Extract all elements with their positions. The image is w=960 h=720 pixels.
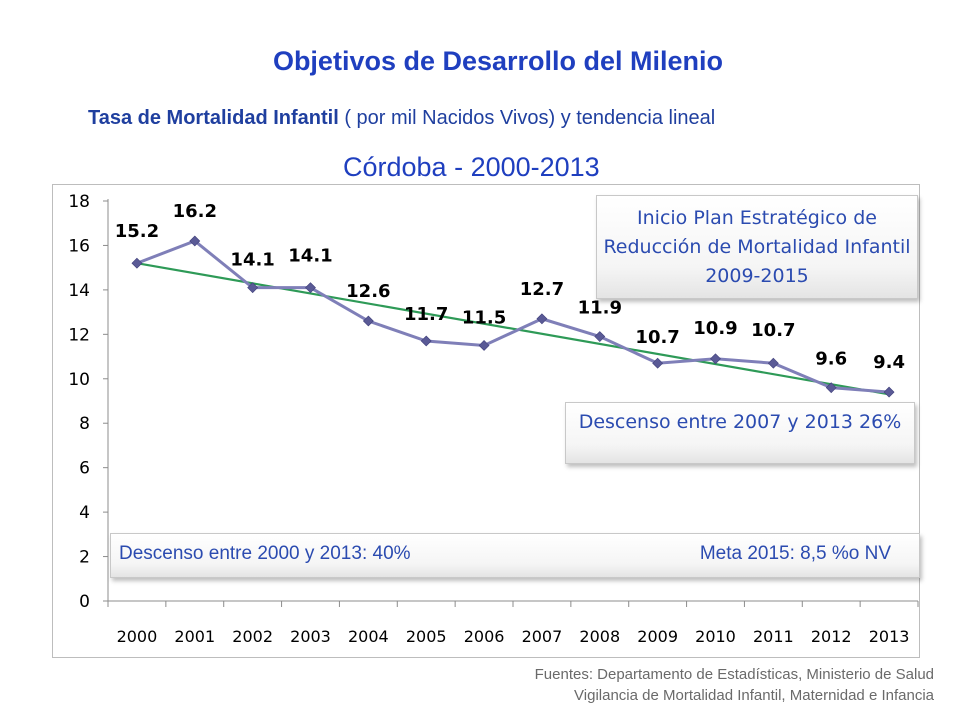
data-label: 10.9 <box>693 318 737 339</box>
x-tick-label: 2008 <box>579 627 620 646</box>
data-point <box>883 386 895 398</box>
summary-callout: Descenso entre 2000 y 2013: 40% Meta 201… <box>110 533 920 578</box>
chart-title: Objetivos de Desarrollo del Milenio <box>272 46 724 76</box>
y-tick-label: 8 <box>79 414 90 434</box>
source-line-1: Fuentes: Departamento de Estadísticas, M… <box>534 666 934 683</box>
y-tick-label: 0 <box>79 592 90 612</box>
chart-subtitle: Tasa de Mortalidad Infantil ( por mil Na… <box>88 107 715 130</box>
subtitle-rest: ( por mil Nacidos Vivos) y tendencia lin… <box>338 107 716 129</box>
data-label: 10.7 <box>751 320 795 341</box>
descent-2007-callout: Descenso entre 2007 y 2013 26% <box>565 402 915 464</box>
x-tick-label: 2006 <box>464 627 505 646</box>
data-point <box>767 357 779 369</box>
plan-callout: Inicio Plan Estratégico de Reducción de … <box>596 195 918 299</box>
data-label: 9.4 <box>873 352 905 373</box>
y-tick-label: 10 <box>68 370 90 390</box>
x-tick-label: 2002 <box>232 627 273 646</box>
data-point <box>652 357 664 369</box>
data-point <box>305 282 316 294</box>
x-tick-label: 2000 <box>117 627 158 646</box>
data-point <box>131 257 143 269</box>
y-tick-label: 14 <box>68 281 90 301</box>
data-point <box>420 335 432 347</box>
sources: Fuentes: Departamento de Estadísticas, M… <box>535 664 934 706</box>
x-tick-label: 2012 <box>811 627 852 646</box>
data-point <box>710 353 721 365</box>
data-point <box>478 340 490 351</box>
data-point <box>247 282 259 294</box>
trend-line <box>136 262 890 396</box>
data-label: 14.1 <box>288 246 332 267</box>
x-tick-label: 2013 <box>869 627 910 646</box>
y-tick-label: 4 <box>79 503 90 523</box>
data-label: 14.1 <box>230 250 274 271</box>
data-label: 9.6 <box>815 349 847 370</box>
x-tick-label: 2011 <box>753 627 794 646</box>
goal-2015-text: Meta 2015: 8,5 %o NV <box>699 543 891 564</box>
data-label: 12.6 <box>346 281 390 302</box>
x-tick-label: 2009 <box>637 627 678 646</box>
subtitle-bold: Tasa de Mortalidad Infantil <box>88 107 339 129</box>
data-point <box>594 331 606 342</box>
data-point <box>362 315 374 327</box>
source-line-2: Vigilancia de Mortalidad Infantil, Mater… <box>574 687 934 704</box>
x-tick-label: 2004 <box>348 627 389 646</box>
x-tick-label: 2001 <box>174 627 215 646</box>
region-label: Córdoba - 2000-2013 <box>343 152 600 182</box>
y-tick-label: 16 <box>68 236 90 256</box>
data-point <box>536 313 548 325</box>
y-tick-label: 18 <box>68 192 90 212</box>
data-label: 11.9 <box>578 298 622 319</box>
y-tick-label: 2 <box>79 548 90 568</box>
x-tick-label: 2003 <box>290 627 331 646</box>
y-tick-label: 6 <box>79 459 90 479</box>
x-tick-label: 2005 <box>406 627 447 646</box>
data-label: 10.7 <box>635 327 679 348</box>
data-point <box>825 382 837 394</box>
x-tick-label: 2007 <box>522 627 563 646</box>
x-tick-label: 2010 <box>695 627 736 646</box>
data-label: 16.2 <box>173 201 217 222</box>
data-label: 12.7 <box>520 279 564 300</box>
data-point <box>189 235 201 247</box>
data-label: 11.5 <box>462 307 506 328</box>
data-label: 15.2 <box>115 221 159 242</box>
series-line <box>136 239 890 394</box>
data-label: 11.7 <box>404 304 448 325</box>
descent-2000-text: Descenso entre 2000 y 2013: 40% <box>119 543 411 564</box>
y-tick-label: 12 <box>68 325 90 345</box>
